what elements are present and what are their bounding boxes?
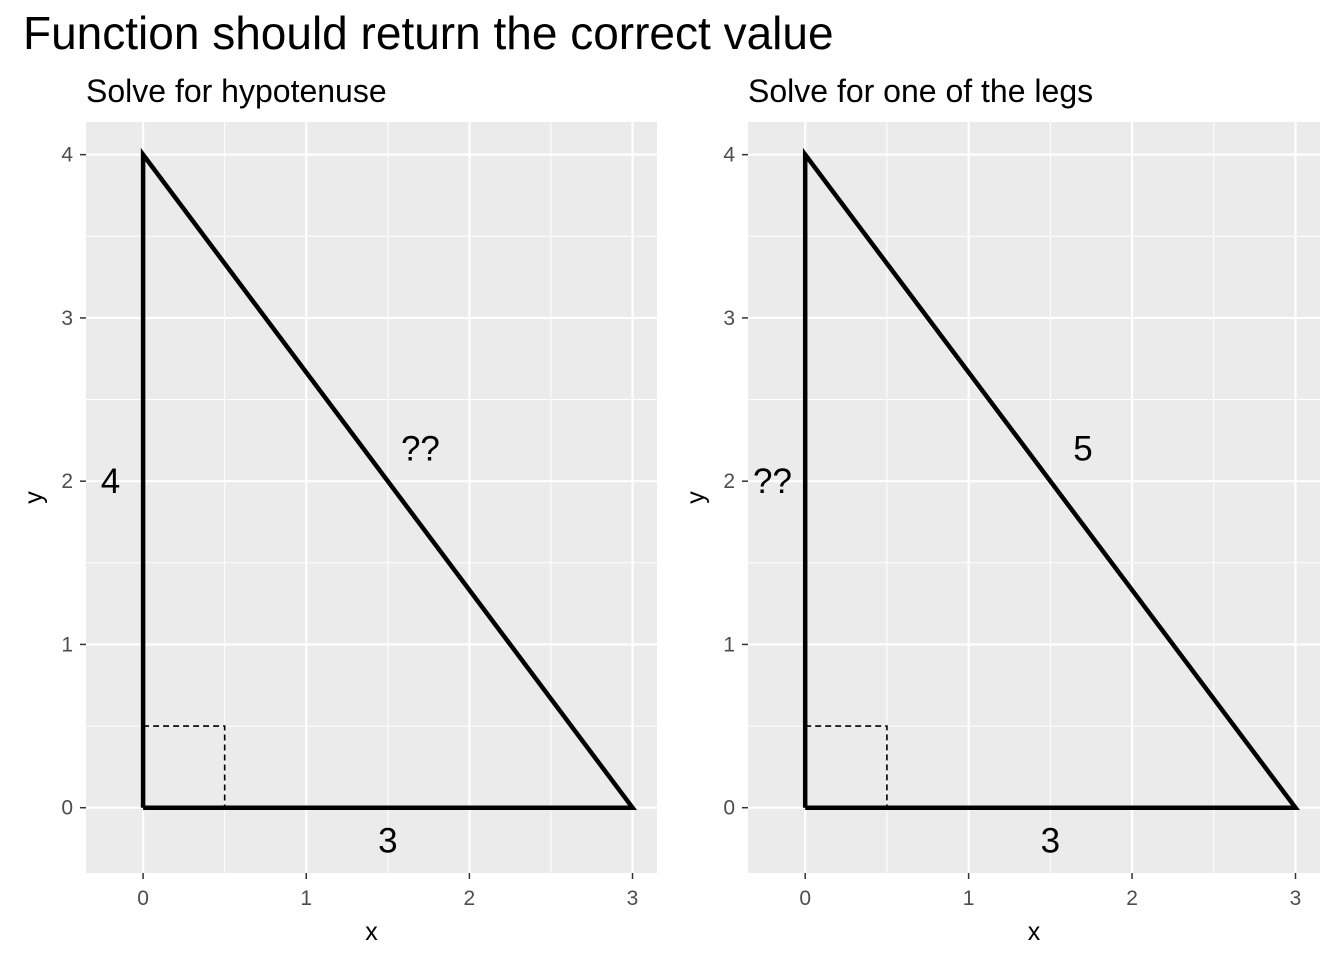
x-tick-label: 0: [799, 887, 811, 910]
right-angle-marker: [805, 725, 888, 808]
y-tick-label: 2: [723, 470, 735, 493]
x-axis-title: x: [365, 918, 378, 946]
right-angle-marker: [143, 725, 226, 808]
x-tick-label: 1: [300, 887, 312, 910]
y-axis-title: y: [682, 491, 710, 504]
x-tick-label: 3: [627, 887, 639, 910]
y-tick-label: 1: [723, 633, 735, 656]
y-tick-label: 4: [61, 144, 73, 167]
x-axis-title: x: [1028, 918, 1041, 946]
side-label: ??: [753, 462, 792, 501]
chart-panel-2: Solve for one of the legs 0 1 2 3 0 1 2 3 4 x y 3?? 5: [682, 73, 1320, 946]
y-tick-label: 3: [723, 307, 735, 330]
y-tick-label: 1: [61, 633, 73, 656]
y-tick-label: 3: [61, 307, 73, 330]
y-tick-label: 2: [61, 470, 73, 493]
plot-background: [86, 122, 657, 873]
chart-title: Function should return the correct value: [23, 7, 834, 59]
x-tick-label: 0: [137, 887, 149, 910]
x-tick-label: 2: [1126, 887, 1138, 910]
side-label: 3: [378, 821, 397, 860]
triangle-outline: [802, 147, 1300, 810]
panel-subtitle: Solve for one of the legs: [748, 73, 1093, 109]
y-axis-title: y: [20, 491, 48, 504]
panel-subtitle: Solve for hypotenuse: [86, 73, 387, 109]
y-tick-label: 0: [61, 797, 73, 820]
side-label: 5: [1073, 430, 1092, 469]
chart-panel-1: Solve for hypotenuse 0 1 2 3 0 1 2 3 4 x y 3 4??: [20, 73, 657, 946]
triangle-outline: [140, 147, 638, 810]
x-tick-label: 3: [1290, 887, 1302, 910]
x-tick-label: 1: [963, 887, 975, 910]
side-label: 4: [101, 462, 120, 501]
side-label: 3: [1041, 821, 1060, 860]
plot-background: [748, 122, 1320, 873]
y-tick-label: 0: [723, 797, 735, 820]
y-tick-label: 4: [723, 144, 735, 167]
x-tick-label: 2: [464, 887, 476, 910]
side-label: ??: [401, 430, 440, 469]
